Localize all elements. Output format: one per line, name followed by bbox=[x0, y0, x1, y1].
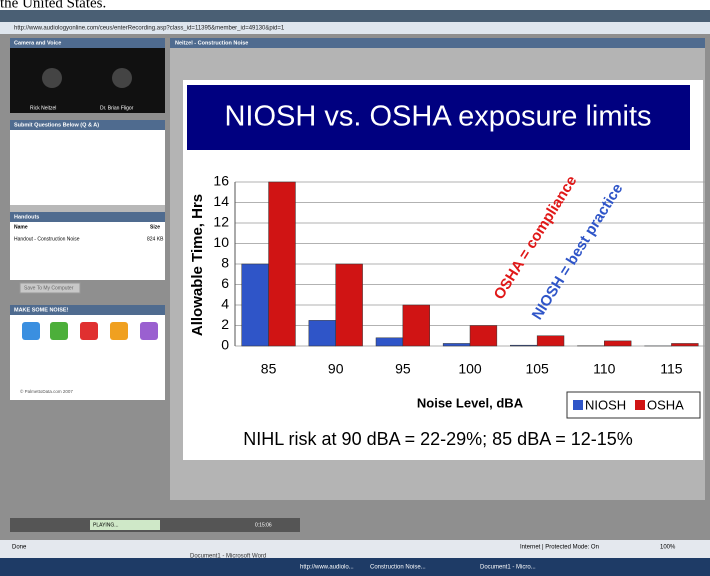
x-tick-label: 100 bbox=[458, 361, 482, 377]
y-tick-label: 8 bbox=[221, 255, 229, 271]
bar bbox=[403, 305, 430, 346]
handout[interactable]: Handout - Construction Noise bbox=[14, 236, 80, 242]
handouts bbox=[10, 222, 165, 280]
bar bbox=[309, 320, 336, 346]
slide-header: Neitzel - Construction Noise bbox=[175, 40, 248, 46]
bar bbox=[671, 343, 698, 346]
avatar bbox=[42, 68, 62, 88]
y-tick-label: 4 bbox=[221, 296, 229, 312]
y-axis-label: Allowable Time, Hrs bbox=[189, 194, 206, 336]
y-tick-label: 6 bbox=[221, 275, 229, 291]
url[interactable]: http://www.audiologyonline.com/ceus/ente… bbox=[14, 26, 285, 32]
legend-label: OSHA bbox=[647, 397, 684, 412]
presenter: Dr. Brian Fligor bbox=[100, 105, 134, 111]
task[interactable]: http://www.audiolo... bbox=[300, 565, 354, 571]
bar bbox=[336, 264, 363, 346]
status: Done bbox=[12, 545, 27, 551]
y-tick-label: 16 bbox=[213, 173, 229, 189]
y-tick-label: 0 bbox=[221, 337, 229, 353]
camera bbox=[10, 48, 165, 113]
task[interactable]: Document1 - Micro... bbox=[480, 565, 536, 571]
player-time: 0:15:06 bbox=[255, 522, 272, 528]
handout-size: 824 KB bbox=[147, 236, 164, 242]
x-tick-label: 85 bbox=[261, 361, 277, 377]
x-tick-label: 90 bbox=[328, 361, 344, 377]
bar bbox=[470, 326, 497, 347]
noise-button[interactable] bbox=[50, 322, 68, 340]
camera-header: Camera and Voice bbox=[14, 40, 61, 46]
questions-header: Submit Questions Below (Q & A) bbox=[14, 122, 99, 128]
y-tick-label: 14 bbox=[213, 193, 229, 209]
copyright: © PalmettoData.com 2007 bbox=[20, 388, 73, 394]
bar bbox=[537, 336, 564, 346]
legend-label: NIOSH bbox=[585, 397, 626, 412]
column-header: Size bbox=[150, 224, 160, 230]
legend-swatch bbox=[573, 400, 583, 410]
panel-header bbox=[170, 38, 705, 48]
title-bar bbox=[0, 10, 710, 22]
bar bbox=[604, 341, 631, 346]
x-axis-label: Noise Level, dBA bbox=[417, 395, 524, 410]
column-header: Name bbox=[14, 224, 28, 230]
bar bbox=[510, 345, 537, 346]
zone: Internet | Protected Mode: On bbox=[520, 545, 599, 551]
player-state: PLAYING... bbox=[93, 522, 118, 528]
zoom[interactable]: 100% bbox=[660, 545, 676, 551]
taskbar bbox=[0, 558, 710, 576]
question-box[interactable] bbox=[10, 130, 165, 205]
noise-button[interactable] bbox=[110, 322, 128, 340]
bar bbox=[376, 338, 403, 346]
x-tick-label: 105 bbox=[525, 361, 549, 377]
legend-swatch bbox=[635, 400, 645, 410]
footnote: NIHL risk at 90 dBA = 22-29%; 85 dBA = 1… bbox=[243, 429, 633, 449]
chart-title: NIOSH vs. OSHA exposure limits bbox=[224, 101, 651, 133]
presenter: Rick Neitzel bbox=[30, 105, 56, 111]
noise-button[interactable] bbox=[80, 322, 98, 340]
x-tick-label: 110 bbox=[593, 361, 616, 377]
x-tick-label: 95 bbox=[395, 361, 411, 377]
handouts-header: Handouts bbox=[14, 214, 39, 220]
avatar bbox=[112, 68, 132, 88]
noise-header: MAKE SOME NOISE! bbox=[14, 307, 69, 313]
bar bbox=[443, 343, 470, 346]
noise-button[interactable] bbox=[22, 322, 40, 340]
task[interactable]: Construction Noise... bbox=[370, 565, 426, 571]
screenshot: the United States. http://www.audiologyo… bbox=[0, 0, 710, 576]
save-label[interactable]: Save To My Computer bbox=[24, 285, 74, 291]
y-tick-label: 10 bbox=[213, 234, 229, 250]
y-tick-label: 12 bbox=[213, 214, 229, 230]
status-bar bbox=[0, 540, 710, 558]
bar bbox=[242, 264, 269, 346]
x-tick-label: 115 bbox=[660, 361, 683, 377]
bar bbox=[269, 182, 296, 346]
caption: the United States. bbox=[0, 0, 106, 11]
y-tick-label: 2 bbox=[221, 316, 229, 332]
noise-button[interactable] bbox=[140, 322, 158, 340]
